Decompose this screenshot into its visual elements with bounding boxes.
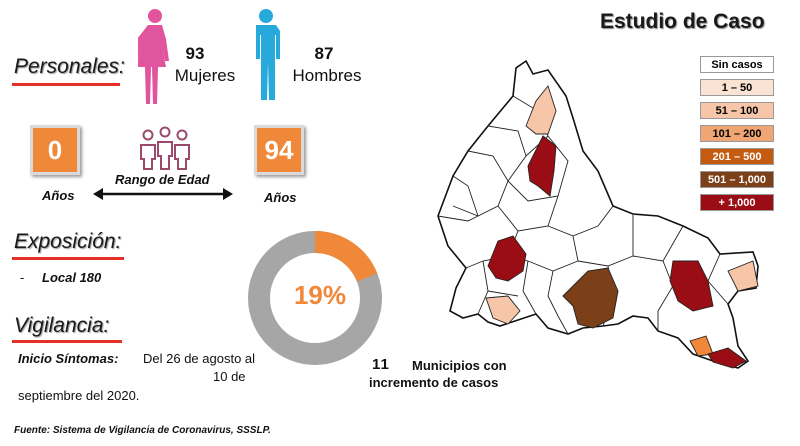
- legend-item-label: + 1,000: [718, 196, 756, 209]
- state-municipalities-map: [437, 59, 759, 369]
- women-count: 93: [185, 44, 205, 63]
- legend-item: + 1,000: [700, 194, 774, 211]
- personales-heading: Personales:: [14, 55, 125, 78]
- municipality-high-3: [669, 260, 714, 312]
- woman-figure-icon: [138, 9, 169, 104]
- inicio-sintomas-line1: Del 26 de agosto al: [143, 351, 256, 366]
- donut-percent-arc: [248, 231, 382, 365]
- municipios-count: 11: [372, 356, 390, 373]
- age-max-box: 94: [254, 125, 304, 175]
- legend-item-label: 51 – 100: [715, 104, 759, 117]
- men-count: 87: [314, 44, 334, 63]
- legend-item: 101 – 200: [700, 125, 774, 142]
- legend-item: 201 – 500: [700, 148, 774, 165]
- inicio-sintomas-label: Inicio Síntomas:: [18, 351, 119, 366]
- inicio-sintomas-line2: 10 de: [213, 369, 246, 384]
- personales-underline: [12, 83, 120, 86]
- age-max-value: 94: [264, 134, 294, 165]
- municipality-low-3: [727, 260, 759, 292]
- women-label: Mujeres: [174, 66, 236, 85]
- age-min-unit: Años: [42, 188, 75, 203]
- exposicion-underline: [12, 257, 124, 260]
- page-title: Estudio de Caso: [600, 10, 765, 33]
- legend-item: 501 – 1,000: [700, 171, 774, 188]
- municipality-low-1: [525, 85, 557, 135]
- municipios-text2: incremento de casos: [369, 375, 499, 390]
- vigilancia-underline: [12, 340, 122, 343]
- man-figure-icon: [256, 9, 280, 100]
- legend-item: Sin casos: [700, 56, 774, 73]
- municipality-mid-1: [562, 267, 619, 329]
- municipios-text1: Municipios con: [412, 358, 507, 373]
- age-min-box: 0: [30, 125, 80, 175]
- people-group-icon: [140, 126, 190, 170]
- legend-item-label: 1 – 50: [721, 81, 753, 94]
- age-max-unit: Años: [264, 190, 297, 205]
- legend-item: 51 – 100: [700, 102, 774, 119]
- municipality-high-1: [527, 135, 557, 197]
- legend-item-label: 501 – 1,000: [707, 173, 767, 186]
- age-min-value: 0: [47, 134, 63, 165]
- legend-item-label: 101 – 200: [712, 127, 762, 140]
- age-range-arrow-icon: [93, 188, 233, 200]
- exposicion-bullet: -: [20, 270, 25, 285]
- source-note: Fuente: Sistema de Vigilancia de Coronav…: [14, 425, 271, 436]
- exposicion-item: Local 180: [42, 270, 102, 285]
- legend-item: 1 – 50: [700, 79, 774, 96]
- vigilancia-heading: Vigilancia:: [14, 314, 110, 337]
- inicio-sintomas-line3: septiembre del 2020.: [18, 388, 140, 403]
- percentage-donut-chart: [248, 231, 382, 365]
- men-label: Hombres: [292, 66, 362, 85]
- municipality-high-2: [487, 235, 527, 282]
- municipality-high-4: [707, 347, 747, 369]
- legend-item-label: 201 – 500: [712, 150, 762, 163]
- age-range-label: Rango de Edad: [115, 172, 210, 187]
- exposicion-heading: Exposición:: [14, 230, 122, 253]
- legend-item-label: Sin casos: [711, 58, 763, 71]
- donut-percent-label: 19%: [293, 280, 347, 310]
- municipality-low-2: [485, 295, 521, 325]
